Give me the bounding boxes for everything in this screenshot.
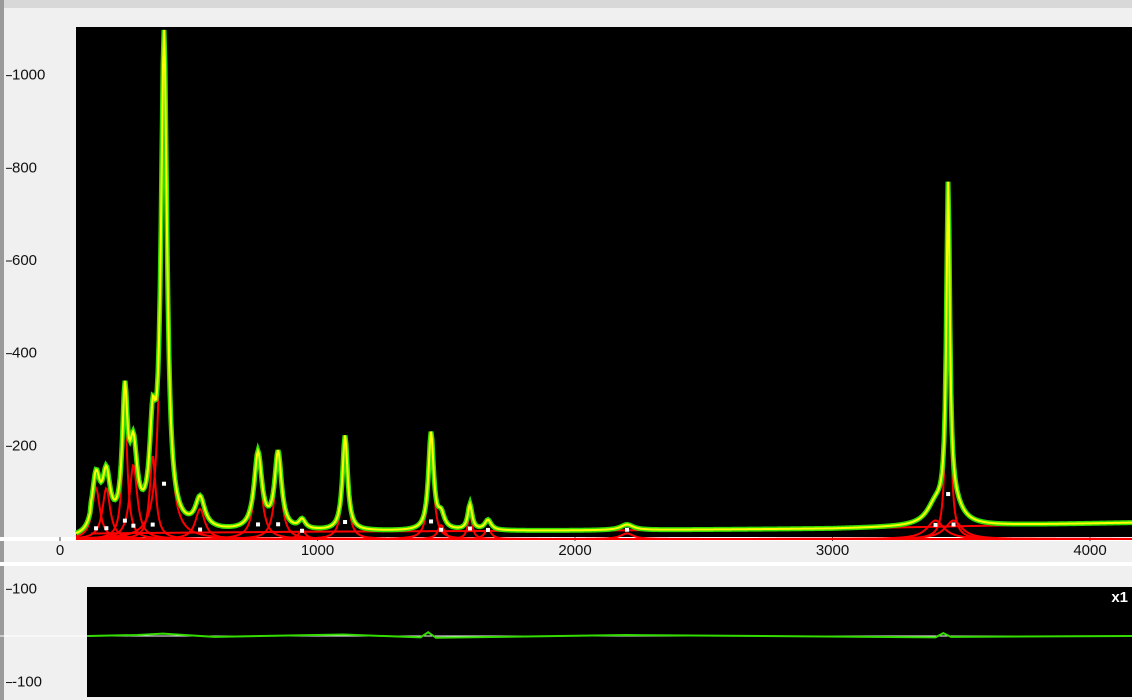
scale-label: x1 [1111, 589, 1128, 606]
y-tick-label: 400 [12, 345, 37, 362]
residual-chart: -100 100 x1 [0, 580, 1132, 691]
left-border [0, 0, 4, 700]
panel-separator [0, 562, 1132, 566]
peak-marker [94, 526, 99, 531]
peak-marker [429, 519, 434, 524]
peak-marker [104, 526, 109, 531]
peak-marker [485, 527, 490, 532]
peak-marker [150, 522, 155, 527]
peak-marker [933, 522, 938, 527]
peak-marker [276, 522, 281, 527]
peak-marker [946, 492, 951, 497]
residual-line [88, 630, 1132, 639]
residual-plot-area [87, 587, 1132, 697]
x-tick-label: 0 [56, 542, 64, 559]
title-strip [0, 0, 1132, 8]
peak-marker [198, 527, 203, 532]
x-tick-label: 2000 [558, 542, 591, 559]
peak-marker [131, 523, 136, 528]
y-tick-label: 1000 [12, 67, 45, 84]
peak-marker [122, 518, 127, 523]
spectrum-chart: 200 400 600 800 1000 0 1000 2000 3000 4000 [6, 29, 1132, 559]
x-tick-label: 4000 [1073, 542, 1106, 559]
peak-component [76, 519, 1132, 540]
measured-spectrum [75, 29, 1132, 535]
y-tick-label: 200 [12, 437, 37, 454]
x-tick-label: 1000 [301, 542, 334, 559]
peak-marker [439, 527, 444, 532]
peak-marker [256, 522, 261, 527]
peak-marker [951, 522, 956, 527]
y-tick-label: 100 [12, 580, 37, 597]
y-tick-label: 600 [12, 252, 37, 269]
peak-marker [300, 528, 305, 533]
peak-marker [467, 526, 472, 531]
peak-marker [625, 527, 630, 532]
peak-marker [162, 481, 167, 486]
y-tick-label: -100 [12, 674, 42, 691]
x-tick-label: 3000 [816, 542, 849, 559]
spectrum-plot-area [76, 27, 1132, 537]
y-tick-label: 800 [12, 159, 37, 176]
peak-marker [343, 519, 348, 524]
